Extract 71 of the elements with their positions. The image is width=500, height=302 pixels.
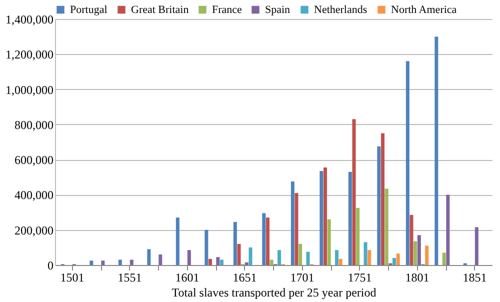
bar <box>356 208 360 265</box>
y-tick-label: 1,000,000 <box>6 82 54 97</box>
legend-label: North America <box>391 4 457 16</box>
legend-label: Netherlands <box>314 4 368 16</box>
bar <box>442 252 446 265</box>
bar <box>425 246 429 265</box>
bar <box>381 133 384 265</box>
x-tick-label: 1701 <box>290 270 314 284</box>
legend-label: Great Britain <box>131 4 190 16</box>
legend-label: Spain <box>265 4 291 16</box>
bar <box>204 230 208 265</box>
x-tick-label: 1601 <box>175 270 200 284</box>
x-tick-label: 1801 <box>405 270 430 284</box>
legend-label: Portugal <box>70 4 108 16</box>
bar <box>335 250 338 265</box>
bar <box>364 242 368 265</box>
y-tick-label: 0 <box>48 258 54 272</box>
bar <box>220 260 224 265</box>
bar <box>417 235 421 265</box>
legend-label: France <box>212 4 242 16</box>
bar <box>248 247 252 265</box>
bar <box>118 260 122 265</box>
x-axis-title: Total slaves transported per 25 year period <box>172 286 376 300</box>
bar <box>324 167 327 265</box>
bar <box>233 222 237 265</box>
bar <box>320 170 324 265</box>
bar <box>377 146 381 265</box>
bar <box>348 172 352 265</box>
bar <box>130 260 134 265</box>
bar <box>327 219 331 265</box>
y-tick-label: 1,200,000 <box>6 48 54 62</box>
bar <box>147 249 151 265</box>
y-tick-label: 800,000 <box>14 118 54 132</box>
y-tick-label: 200,000 <box>14 223 54 238</box>
bar <box>410 214 414 265</box>
bar <box>290 182 294 265</box>
bar <box>414 241 418 265</box>
bar <box>262 213 266 265</box>
bar <box>187 250 191 265</box>
x-tick-label: 1751 <box>348 270 372 284</box>
bar <box>208 258 212 265</box>
y-tick-label: 400,000 <box>14 188 54 202</box>
y-tick-label: 1,400,000 <box>6 12 54 26</box>
bar <box>176 218 180 265</box>
bar <box>306 252 310 265</box>
bar <box>270 260 274 265</box>
bar <box>158 254 162 265</box>
bar <box>338 258 342 265</box>
x-tick-label: 1501 <box>60 270 84 284</box>
x-tick-label: 1651 <box>232 270 257 284</box>
bar <box>298 244 302 265</box>
bar <box>237 244 241 265</box>
x-tick-label: 1551 <box>118 270 142 284</box>
bar <box>396 254 400 265</box>
bar <box>352 119 356 265</box>
y-tick-label: 600,000 <box>14 153 54 168</box>
x-tick-label: 1851 <box>462 270 487 284</box>
bar <box>406 61 410 265</box>
bar <box>266 218 270 265</box>
bar <box>392 258 396 265</box>
bar <box>384 188 388 265</box>
bar <box>368 250 372 265</box>
bar <box>244 262 248 265</box>
bar <box>446 194 450 265</box>
bar <box>474 227 478 265</box>
bar <box>90 260 94 265</box>
bar <box>101 260 105 265</box>
bar <box>434 36 438 265</box>
bar <box>278 250 281 265</box>
bar <box>294 192 298 265</box>
bar <box>216 257 220 265</box>
